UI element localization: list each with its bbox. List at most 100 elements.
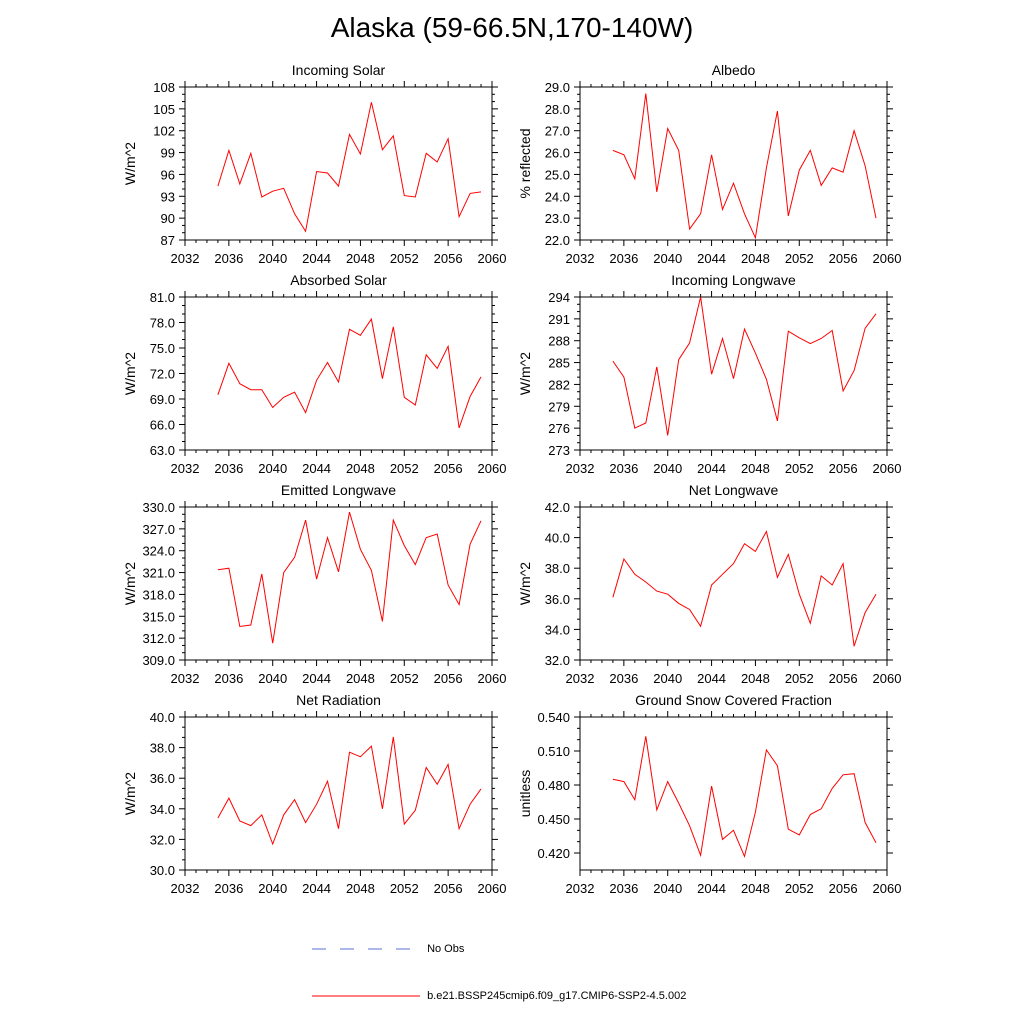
plot-frame <box>579 506 888 661</box>
y-tick-label: 105 <box>153 102 175 117</box>
x-tick-label: 2040 <box>653 251 682 266</box>
legend-model-label: b.e21.BSSP245cmip6.f09_g17.CMIP6-SSP2-4.… <box>427 990 687 1002</box>
y-tick-label: 42.0 <box>545 500 570 515</box>
y-tick-label: 324.0 <box>142 544 175 559</box>
y-tick-label: 28.0 <box>545 102 570 117</box>
x-tick-label: 2044 <box>302 881 331 896</box>
x-tick-label: 2060 <box>478 251 507 266</box>
y-tick-label: 72.0 <box>150 367 175 382</box>
plot-frame <box>579 86 888 241</box>
y-tick-label: 309.0 <box>142 653 175 668</box>
y-tick-label: 90 <box>161 211 175 226</box>
legend-obs-swatch <box>312 948 420 950</box>
x-tick-label: 2056 <box>434 671 463 686</box>
y-tick-label: 38.0 <box>545 561 570 576</box>
series-line <box>612 530 877 647</box>
x-tick-label: 2032 <box>171 251 200 266</box>
x-tick-label: 2048 <box>346 881 375 896</box>
y-axis-label: W/m^2 <box>517 562 533 605</box>
panel-title: Ground Snow Covered Fraction <box>635 692 832 708</box>
panel-7: Net Radiation W/m^2 2032 2036 2040 2044 2048 20… <box>122 692 506 896</box>
x-tick-label: 2060 <box>873 251 902 266</box>
y-tick-label: 0.480 <box>537 778 570 793</box>
x-tick-label: 2060 <box>478 881 507 896</box>
y-tick-label: 102 <box>153 124 175 139</box>
y-tick-label: 273 <box>548 443 570 458</box>
x-tick-label: 2040 <box>653 461 682 476</box>
x-tick-label: 2040 <box>258 671 287 686</box>
panel-title: Albedo <box>712 62 756 78</box>
x-tick-label: 2040 <box>258 461 287 476</box>
y-tick-label: 294 <box>548 290 570 305</box>
y-tick-label: 78.0 <box>150 316 175 331</box>
y-tick-label: 81.0 <box>150 290 175 305</box>
x-tick-label: 2052 <box>785 881 814 896</box>
x-tick-label: 2048 <box>741 881 770 896</box>
panel-title: Incoming Solar <box>292 62 386 78</box>
x-tick-label: 2056 <box>434 881 463 896</box>
y-tick-label: 40.0 <box>545 531 570 546</box>
x-tick-label: 2036 <box>609 461 638 476</box>
x-tick-label: 2060 <box>873 461 902 476</box>
y-tick-label: 69.0 <box>150 392 175 407</box>
panel-8: Ground Snow Covered Fraction unitless 2032… <box>517 692 901 896</box>
plot-frame <box>184 716 493 871</box>
y-tick-label: 38.0 <box>150 741 175 756</box>
y-tick-label: 66.0 <box>150 418 175 433</box>
x-tick-label: 2036 <box>214 251 243 266</box>
y-tick-label: 321.0 <box>142 566 175 581</box>
plot-frame <box>184 86 493 241</box>
y-tick-label: 34.0 <box>545 622 570 637</box>
y-tick-label: 87 <box>161 233 175 248</box>
x-tick-label: 2032 <box>566 881 595 896</box>
x-tick-label: 2044 <box>302 251 331 266</box>
panel-title: Incoming Longwave <box>671 272 796 288</box>
y-tick-label: 99 <box>161 146 175 161</box>
x-tick-label: 2044 <box>697 461 726 476</box>
x-tick-label: 2048 <box>741 461 770 476</box>
panel-title: Net Radiation <box>296 692 381 708</box>
y-tick-label: 108 <box>153 80 175 95</box>
x-tick-label: 2052 <box>390 671 419 686</box>
series-line <box>612 296 877 436</box>
x-tick-label: 2052 <box>390 461 419 476</box>
y-tick-label: 40.0 <box>150 710 175 725</box>
x-tick-label: 2048 <box>741 671 770 686</box>
panel-3: Absorbed Solar W/m^2 2032 2036 2040 2044 2048 2… <box>122 272 506 476</box>
x-tick-label: 2060 <box>873 881 902 896</box>
y-tick-label: 0.450 <box>537 812 570 827</box>
y-tick-label: 312.0 <box>142 631 175 646</box>
y-tick-label: 23.0 <box>545 211 570 226</box>
y-tick-label: 27.0 <box>545 124 570 139</box>
y-tick-label: 32.0 <box>545 653 570 668</box>
y-tick-label: 34.0 <box>150 802 175 817</box>
x-tick-label: 2052 <box>390 251 419 266</box>
y-axis-label: W/m^2 <box>122 562 138 605</box>
y-tick-label: 36.0 <box>545 592 570 607</box>
x-tick-label: 2044 <box>302 461 331 476</box>
y-tick-label: 29.0 <box>545 80 570 95</box>
x-tick-label: 2040 <box>653 881 682 896</box>
y-tick-label: 315.0 <box>142 609 175 624</box>
panel-2: Albedo % reflected 2032 2036 2040 2044 2048 205… <box>517 62 901 266</box>
panel-title: Emitted Longwave <box>281 482 396 498</box>
y-tick-label: 96 <box>161 167 175 182</box>
x-tick-label: 2048 <box>346 671 375 686</box>
x-tick-label: 2044 <box>697 881 726 896</box>
x-tick-label: 2036 <box>214 881 243 896</box>
x-tick-label: 2032 <box>171 461 200 476</box>
y-axis-label: W/m^2 <box>517 352 533 395</box>
y-axis-label: % reflected <box>517 128 533 198</box>
x-tick-label: 2044 <box>697 251 726 266</box>
x-tick-label: 2040 <box>653 671 682 686</box>
y-tick-label: 327.0 <box>142 522 175 537</box>
series-line <box>612 93 877 240</box>
series-line <box>217 511 482 644</box>
x-tick-label: 2052 <box>785 671 814 686</box>
y-tick-label: 75.0 <box>150 341 175 356</box>
x-tick-label: 2056 <box>829 251 858 266</box>
y-tick-label: 318.0 <box>142 587 175 602</box>
y-axis-label: W/m^2 <box>122 142 138 185</box>
x-tick-label: 2044 <box>302 671 331 686</box>
x-tick-label: 2044 <box>697 671 726 686</box>
